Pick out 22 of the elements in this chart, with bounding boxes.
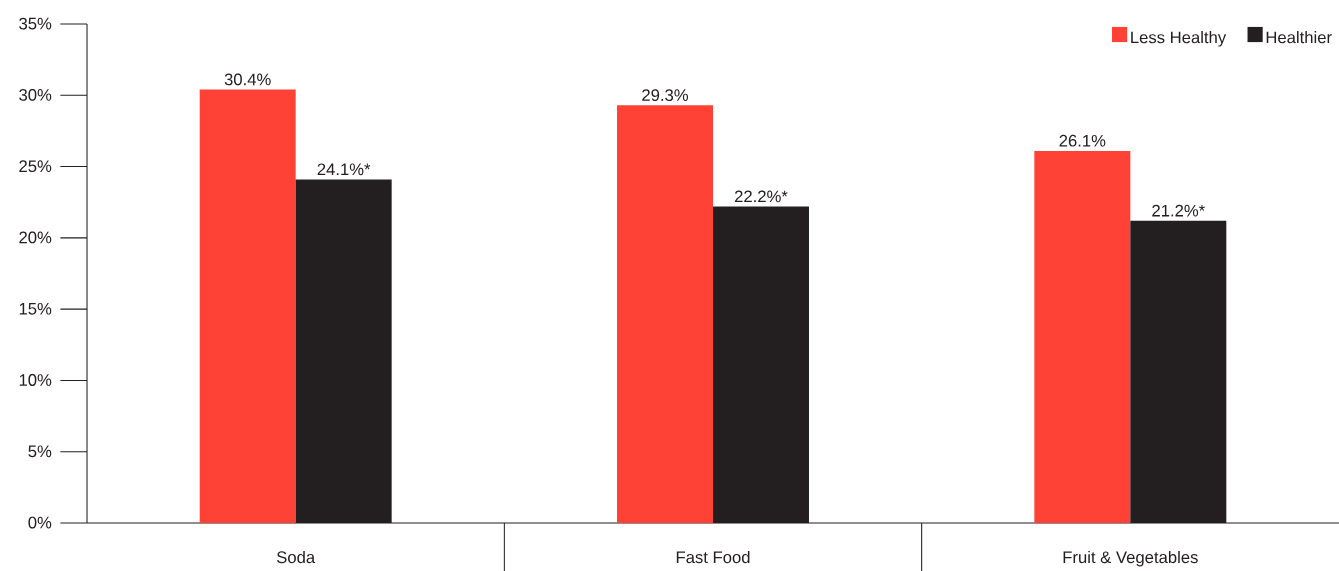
y-tick-label: 5% (28, 445, 52, 458)
bar (617, 105, 714, 523)
data-label: 29.3% (642, 89, 689, 101)
data-label: 22.2%* (734, 190, 788, 203)
y-tick-label: 15% (19, 302, 52, 315)
y-tick-label: 20% (19, 231, 52, 244)
legend-label: Healthier (1266, 31, 1332, 44)
bar (1034, 150, 1131, 523)
y-tick-label: 35% (19, 17, 52, 30)
data-label: 21.2%* (1152, 204, 1205, 217)
bar (199, 89, 296, 523)
y-tick-label: 10% (19, 374, 52, 386)
x-tick-label: Soda (276, 550, 316, 564)
y-tick-label: 25% (19, 160, 52, 173)
x-tick-label: Fruit & Vegetables (1063, 550, 1198, 567)
y-tick-label: 0% (28, 516, 52, 529)
data-label: 30.4% (224, 73, 271, 86)
data-label: 24.1%* (317, 163, 371, 176)
y-tick-label: 30% (19, 88, 52, 101)
data-label: 26.1% (1059, 134, 1106, 147)
x-tick-label: Fast Food (676, 550, 750, 564)
legend-label: Less Healthy (1131, 31, 1227, 47)
